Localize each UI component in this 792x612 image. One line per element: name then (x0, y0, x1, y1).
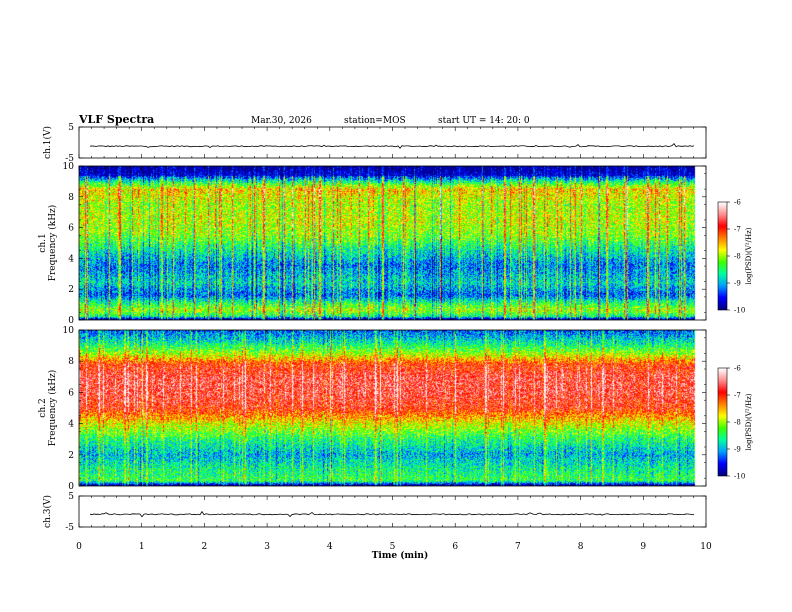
ch1-spectrogram-y-tick-label: 4 (68, 254, 74, 264)
ch1-colorbar: -6 -7 -8 -9 -10 log(PSD)(V²/Hz) (717, 199, 753, 315)
x-tick-label: 4 (327, 542, 333, 552)
ch1-spectrogram-y-label: Frequency (kHz) (47, 205, 58, 282)
ch1-spectrogram-colorbar-tick-label: -7 (734, 226, 741, 234)
ch2-spectrogram-y-tick-label: 2 (68, 451, 74, 461)
time-axis: 0 1 2 3 4 5 6 7 8 9 10 (76, 542, 712, 552)
ch2-spectrogram-y-label: Frequency (kHz) (47, 370, 58, 447)
ch1-spectrogram-y-label: ch.1 (38, 233, 48, 252)
ch2-spectrogram-colorbar-tick-label: -6 (734, 365, 741, 373)
x-axis-label: Time (min) (372, 550, 429, 561)
ch1-spectrogram-y-tick-label: 6 (68, 224, 74, 234)
ch1-waveform-y-tick-label: 5 (68, 123, 74, 133)
ch1-waveform-y-tick-label: -5 (65, 154, 74, 164)
ch1-spectrogram-panel: 0 2 4 6 8 10 ch.1 Frequency (kHz) (38, 162, 707, 326)
x-tick-label: 7 (515, 542, 521, 552)
x-tick-label: 0 (76, 542, 82, 552)
start-time-label: start UT = 14: 20: 0 (438, 116, 530, 126)
ch2-spectrogram-y-tick-label: 6 (68, 388, 74, 398)
x-tick-label: 5 (390, 542, 396, 552)
ch2-spectrogram-y-label: ch.2 (38, 398, 48, 417)
x-tick-label: 8 (578, 542, 584, 552)
ch2-spectrogram-y-tick-label: 10 (63, 326, 75, 336)
ch1-waveform-trace (89, 142, 695, 149)
ch3-waveform-y-tick-label: -5 (65, 523, 74, 533)
ch1-spectrogram-y-tick-label: 0 (68, 316, 74, 326)
ch2-colorbar: -6 -7 -8 -9 -10 log(PSD)(V²/Hz) (717, 365, 753, 481)
ch1-spectrogram-y-tick-label: 2 (68, 285, 74, 295)
ch2-spectrogram-colorbar-tick-label: -8 (734, 419, 741, 427)
ch3-waveform-trace (89, 510, 695, 518)
ch2-spectrogram-image (79, 330, 706, 486)
ch1-spectrogram-y-tick-label: 10 (63, 162, 75, 172)
x-tick-label: 6 (452, 542, 458, 552)
ch1-colorbar-gradient (718, 202, 727, 310)
ch2-spectrogram-y-tick-label: 8 (68, 357, 74, 367)
ch1-spectrogram-y-tick-label: 8 (68, 193, 74, 203)
ch1-waveform-frame (78, 126, 707, 159)
ch1-spectrogram-colorbar-tick-label: -9 (734, 280, 741, 288)
figure-title: VLF Spectra (78, 113, 154, 126)
ch1-spectrogram-colorbar-tick-label: -10 (734, 307, 745, 315)
station-label: station=MOS (344, 116, 406, 126)
ch3-waveform-y-label: ch.3(V) (42, 495, 53, 528)
x-tick-label: 10 (700, 542, 712, 552)
x-tick-label: 2 (202, 542, 208, 552)
x-tick-label: 9 (640, 542, 646, 552)
ch1-waveform-y-label: ch.1(V) (42, 126, 53, 159)
ch1-waveform-panel: 5 -5 ch.1(V) (42, 123, 707, 164)
ch3-waveform-panel: 5 -5 ch.3(V) (42, 492, 707, 533)
ch2-spectrogram-colorbar-tick-label: -7 (734, 392, 741, 400)
ch2-spectrogram-colorbar-label: log(PSD)(V²/Hz) (745, 393, 753, 450)
ch3-waveform-y-tick-label: 5 (68, 492, 74, 502)
ch2-spectrogram-y-tick-label: 0 (68, 482, 74, 492)
ch1-spectrogram-colorbar-label: log(PSD)(V²/Hz) (745, 227, 753, 284)
ch1-spectrogram-colorbar-tick-label: -6 (734, 199, 741, 207)
ch1-spectrogram-colorbar-tick-label: -8 (734, 253, 741, 261)
ch2-colorbar-gradient (718, 368, 727, 476)
ch2-spectrogram-colorbar-tick-label: -10 (734, 473, 745, 481)
ch2-spectrogram-colorbar-tick-label: -9 (734, 446, 741, 454)
ch1-spectrogram-image (79, 166, 706, 320)
ch2-spectrogram-panel: 0 2 4 6 8 10 ch.2 Frequency (kHz) (38, 326, 707, 492)
x-tick-label: 1 (139, 542, 145, 552)
ch3-waveform-frame (78, 495, 707, 528)
x-tick-label: 3 (264, 542, 270, 552)
ch2-spectrogram-y-tick-label: 4 (68, 420, 74, 430)
date-label: Mar.30, 2026 (251, 116, 312, 126)
